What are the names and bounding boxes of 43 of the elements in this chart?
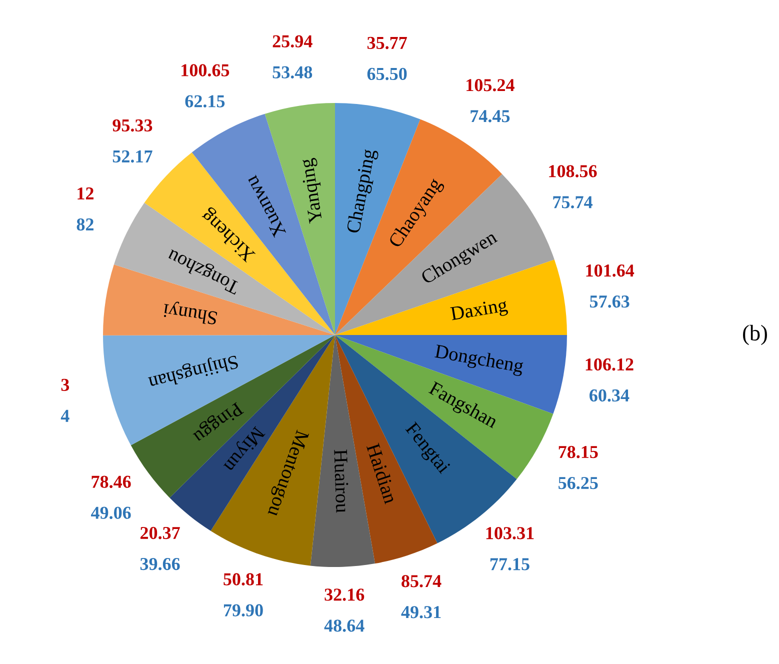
slice-label: Daxing <box>450 298 508 324</box>
text: 48.64 <box>324 620 364 632</box>
slice-label: Dongcheng <box>434 344 524 377</box>
text: 50.81 <box>224 573 263 586</box>
text: 75.74 <box>553 196 592 208</box>
text: 57.63 <box>590 296 630 308</box>
text: 53.48 <box>272 66 312 78</box>
text: 82 <box>76 218 94 231</box>
text: 3 <box>61 378 70 391</box>
text: 106.12 <box>586 358 634 371</box>
text: 32.16 <box>324 588 364 601</box>
text: 78.46 <box>92 476 131 488</box>
text: 4 <box>60 410 70 422</box>
text: 39.66 <box>140 558 180 570</box>
text: 35.77 <box>367 36 407 50</box>
text: 60.34 <box>590 389 630 402</box>
text: (b) <box>743 324 767 346</box>
text: 79.90 <box>224 604 263 616</box>
text: 12 <box>78 187 94 200</box>
slice-label: Changping <box>346 148 379 234</box>
text: 56.25 <box>558 476 598 490</box>
text: 105.24 <box>466 79 514 92</box>
slice-label: Shijingshan <box>146 351 239 391</box>
slice-label: Shunyi <box>162 300 218 326</box>
text: 52.17 <box>112 150 152 163</box>
text: 100.65 <box>182 64 230 76</box>
text: 95.33 <box>112 119 152 132</box>
text: 25.94 <box>272 35 312 48</box>
text: 78.15 <box>558 446 598 458</box>
text: 101.64 <box>586 264 634 277</box>
text: 103.31 <box>486 527 534 540</box>
text: 74.45 <box>470 110 510 122</box>
text: 49.06 <box>91 506 131 519</box>
text: 85.74 <box>402 575 442 588</box>
slice-label: Huairou <box>334 450 350 513</box>
text: 77.15 <box>490 558 530 570</box>
text: 20.37 <box>140 526 180 540</box>
slice-label: Yanqing <box>300 157 326 224</box>
slice-label: Haidian <box>366 442 398 504</box>
text: 49.31 <box>401 606 441 618</box>
text: 108.56 <box>549 165 597 178</box>
text: 62.15 <box>185 95 225 108</box>
text: 65.50 <box>367 68 407 80</box>
